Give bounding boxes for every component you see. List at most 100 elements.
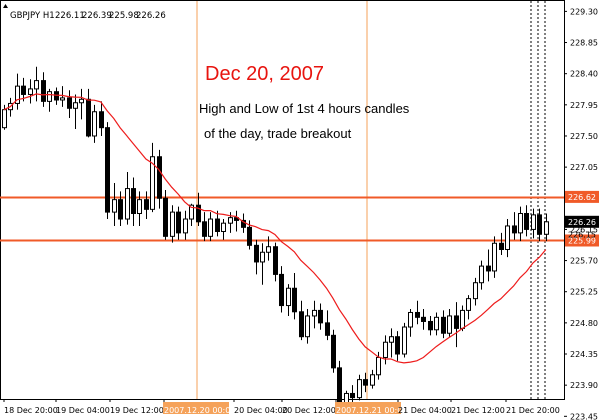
level-price-box <box>565 234 599 247</box>
candle-body-bear <box>363 379 368 386</box>
candle-body-bear <box>279 273 284 307</box>
candle-body-bear <box>41 80 46 102</box>
day-separator-lines <box>196 1 546 399</box>
candle-body-bear <box>99 111 104 129</box>
candle-body-bear <box>118 199 123 220</box>
header-high: 226.39 <box>82 11 112 21</box>
candle-body-bear <box>325 322 330 336</box>
candle-body-bear <box>415 311 420 318</box>
annotation: Dec 20, 2007 High and Low of 1st 4 hours… <box>199 63 410 141</box>
candle-body-bull <box>221 222 226 232</box>
header-low: 225.98 <box>109 11 139 21</box>
candle-body-bull <box>79 98 84 104</box>
candle-body-bull <box>260 251 265 263</box>
price-tick-label: 224.80 <box>570 319 598 328</box>
candle-body-bull <box>228 217 233 224</box>
time-tick-label: 2007.12.21 00:00 <box>336 406 407 415</box>
price-tick-label: 228.85 <box>570 39 598 48</box>
moving-average-line <box>3 93 547 364</box>
candle-body-bull <box>518 212 523 234</box>
candle-body-bull <box>73 102 78 109</box>
header-triangle-icon <box>3 4 8 8</box>
candles-group <box>2 66 549 412</box>
candle-body-bull <box>383 341 388 358</box>
candle-body-bull <box>402 326 407 355</box>
candle-body-bull <box>208 218 213 237</box>
candle-body-bull <box>473 282 478 300</box>
candle-body-bear <box>247 226 252 246</box>
candle-body-bull <box>544 221 549 235</box>
candle-body-bear <box>105 127 110 213</box>
candle-body-bear <box>86 98 91 137</box>
candle-body-bear <box>299 311 304 338</box>
candle-body-bull <box>389 336 394 343</box>
candle-body-bear <box>67 97 72 109</box>
candle-body-bear <box>254 244 259 263</box>
candle-body-bull <box>312 309 317 317</box>
candle-body-bull <box>505 225 510 250</box>
candle-body-bull <box>137 199 142 214</box>
candle-body-bull <box>125 188 130 220</box>
price-tick-label: 229.30 <box>570 7 598 16</box>
candle-body-bull <box>305 315 310 338</box>
price-tick-label: 227.50 <box>570 132 598 141</box>
candle-body-bear <box>318 309 323 324</box>
candle-body-bull <box>408 311 413 328</box>
candle-body-bear <box>331 334 336 369</box>
candle-body-bear <box>157 156 162 199</box>
candle-body-bear <box>395 336 400 355</box>
candle-body-bear <box>337 367 342 407</box>
candle-body-bull <box>466 298 471 311</box>
candle-body-bear <box>241 219 246 228</box>
candle-body-bear <box>54 91 59 101</box>
candle-body-bear <box>454 315 459 329</box>
price-tick-label: 226.15 <box>570 225 598 234</box>
candle-body-bull <box>47 91 52 102</box>
candle-body-bear <box>292 287 297 313</box>
candle-body-bear <box>144 199 149 210</box>
current-price-box <box>565 215 599 228</box>
candle-body-bull <box>34 80 39 90</box>
candle-body-bull <box>150 156 155 210</box>
highlighted-time-box <box>163 402 229 414</box>
candle-body-bear <box>512 225 517 234</box>
moving-average-group <box>3 93 547 364</box>
candle-body-bull <box>376 356 381 376</box>
price-tick-label: 223.90 <box>570 381 598 390</box>
candle-body-bull <box>28 88 33 95</box>
candle-body-bull <box>492 242 497 272</box>
price-tick-label: 225.25 <box>570 288 598 297</box>
candle-body-bear <box>524 212 529 230</box>
level-price-label: 226.62 <box>568 193 596 202</box>
candle-body-bear <box>428 320 433 331</box>
time-tick-label: 18 Dec 20:00 <box>4 406 58 415</box>
time-tick-label: 21 Dec 04:00 <box>398 406 452 415</box>
candle-body-bull <box>2 109 7 129</box>
candle-body-bull <box>447 315 452 334</box>
price-tick-label: 227.05 <box>570 163 598 172</box>
candle-body-bull <box>266 246 271 253</box>
breakout-level-lines <box>0 196 564 242</box>
plot-area <box>0 0 565 400</box>
time-tick-label: 2007.12.20 00:00 <box>164 406 235 415</box>
candle-body-bear <box>486 265 491 272</box>
candle-body-bear <box>421 316 426 322</box>
candle-body-bear <box>441 316 446 334</box>
candle-body-bull <box>15 85 20 104</box>
candle-body-bear <box>196 204 201 223</box>
candle-body-bear <box>176 211 181 234</box>
time-tick-label: 21 Dec 12:00 <box>451 406 505 415</box>
candle-body-bear <box>234 217 239 221</box>
candle-body-bull <box>531 214 536 230</box>
candle-body-bull <box>189 204 194 220</box>
time-tick-label: 20 Dec 04:00 <box>234 406 288 415</box>
candle-body-bull <box>357 379 362 399</box>
header-symbol: GBPJPY H1 <box>10 11 55 21</box>
annotation-line1: High and Low of 1st 4 hours candles <box>199 101 410 116</box>
candle-body-bear <box>202 221 207 237</box>
candle-body-bull <box>60 97 65 101</box>
current-price-label: 226.26 <box>568 218 596 227</box>
candle-body-bull <box>92 111 97 137</box>
